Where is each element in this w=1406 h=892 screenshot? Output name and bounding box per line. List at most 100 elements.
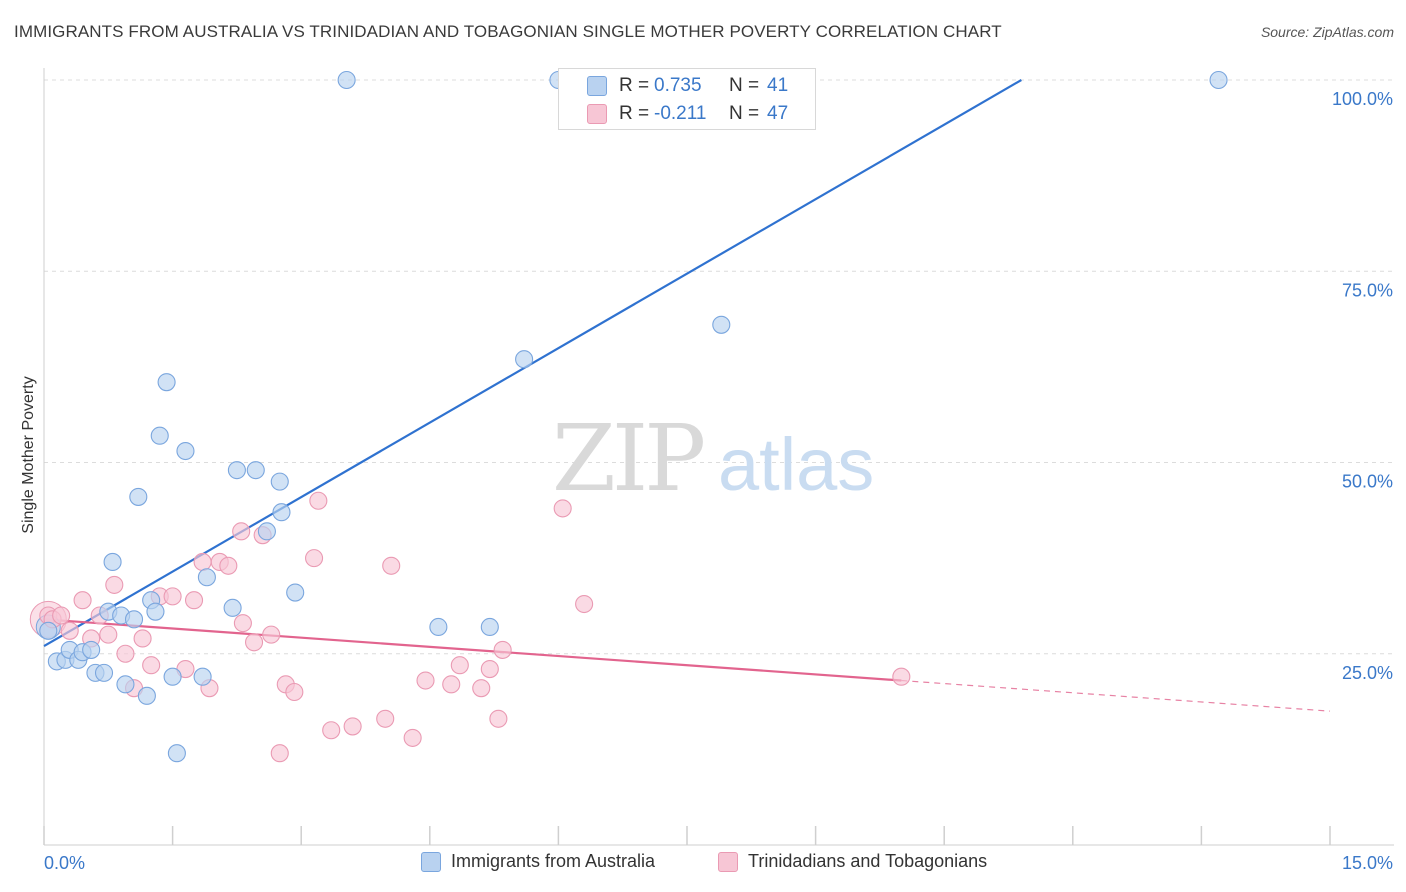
r-label: R = (619, 103, 650, 124)
watermark-atlas: atlas (718, 423, 874, 506)
data-point-pink (133, 629, 152, 648)
data-point-blue (480, 617, 499, 637)
data-point-pink (142, 656, 161, 675)
data-point-pink (73, 591, 92, 610)
data-point-blue (223, 598, 242, 617)
x-tick-label: 15.0% (1342, 853, 1393, 873)
data-point-blue (712, 315, 731, 334)
data-point-pink (575, 594, 594, 614)
data-point-blue (129, 487, 148, 506)
data-point-pink (416, 671, 435, 690)
data-point-pink (403, 728, 422, 747)
data-point-pink (489, 709, 508, 728)
data-point-blue (146, 602, 165, 621)
watermark: ZIP atlas (552, 405, 874, 512)
legend-item-australia[interactable]: Immigrants from Australia (421, 851, 655, 872)
data-point-pink (382, 556, 401, 575)
data-point-pink (60, 621, 79, 640)
correlation-legend: R = 0.735 N = 41 R = -0.211 N = 47 (558, 68, 816, 130)
data-point-pink (270, 744, 289, 763)
data-point-blue (193, 667, 212, 686)
y-tick-label: 75.0% (1342, 280, 1393, 300)
n-value: 47 (767, 103, 789, 124)
data-point-blue (124, 610, 144, 629)
data-point-blue (103, 552, 122, 572)
legend-label: Trinidadians and Tobagonians (748, 851, 988, 871)
data-point-pink (480, 659, 499, 679)
gridlines (44, 79, 1394, 655)
legend-row-australia: R = 0.735 N = 41 (559, 72, 815, 100)
data-point-pink (193, 552, 212, 572)
series-legend: Immigrants from Australia Trinidadians a… (0, 851, 1406, 879)
data-point-pink (285, 682, 304, 702)
data-point-pink (309, 491, 328, 510)
data-point-pink (244, 633, 264, 652)
source-credit: Source: ZipAtlas.com (1260, 24, 1394, 40)
axes (43, 68, 1394, 846)
data-point-pink (442, 675, 461, 694)
legend-swatch-blue (587, 76, 607, 96)
trend-line-trinidad (43, 618, 902, 682)
data-point-pink (184, 591, 204, 610)
y-tick-label: 50.0% (1342, 472, 1393, 492)
data-point-blue (272, 503, 291, 522)
x-tick-label: 0.0% (44, 853, 85, 873)
data-point-pink (472, 679, 491, 698)
data-point-pink (105, 575, 124, 594)
trend-line-australia (43, 79, 1022, 648)
trend-lines (43, 79, 1331, 712)
trend-line-trinidad-extension (901, 679, 1331, 712)
data-point-pink (322, 721, 341, 740)
legend-swatch-pink (718, 851, 738, 872)
legend-swatch-pink (587, 104, 607, 124)
n-label: N = (729, 75, 760, 96)
data-point-blue (246, 461, 265, 480)
data-point-blue (150, 426, 169, 445)
data-point-pink (343, 717, 362, 736)
data-point-pink (892, 667, 911, 686)
watermark-zip: ZIP (552, 405, 703, 512)
data-point-pink (163, 587, 182, 606)
legend-label: Immigrants from Australia (451, 851, 656, 871)
data-point-blue (227, 461, 246, 480)
data-point-pink (232, 522, 251, 541)
data-point-blue (197, 568, 216, 587)
data-point-blue (337, 70, 356, 90)
data-point-pink (376, 709, 395, 728)
data-point-blue (1209, 70, 1228, 90)
data-point-pink (233, 614, 252, 633)
y-tick-label: 100.0% (1332, 89, 1393, 109)
data-point-blue (116, 675, 135, 694)
chart-title: IMMIGRANTS FROM AUSTRALIA VS TRINIDADIAN… (14, 22, 1002, 41)
data-point-blue (515, 350, 534, 369)
n-value: 41 (767, 75, 789, 96)
data-point-blue (82, 640, 101, 659)
data-point-pink (553, 499, 572, 518)
data-point-blue (257, 522, 276, 541)
data-point-pink (52, 606, 71, 625)
r-label: R = (619, 75, 650, 96)
data-point-blue (429, 617, 448, 637)
data-point-blue (286, 583, 305, 602)
data-point-blue (163, 667, 182, 686)
data-point-blue (157, 373, 176, 392)
tick-labels: 25.0% 50.0% 75.0% 100.0% 0.0% 15.0% (44, 89, 1393, 873)
data-point-blue (137, 686, 156, 705)
data-point-blue (39, 621, 58, 640)
legend-item-trinidad[interactable]: Trinidadians and Tobagonians (718, 851, 987, 872)
data-point-pink (262, 625, 281, 644)
data-point-pink (493, 640, 512, 659)
data-point-blue (176, 441, 195, 461)
r-value: 0.735 (654, 75, 702, 96)
data-point-pink (99, 625, 118, 644)
data-point-blue (94, 663, 114, 682)
legend-row-trinidad: R = -0.211 N = 47 (559, 100, 815, 128)
data-point-blue (270, 472, 289, 491)
data-point-blue (167, 744, 186, 763)
y-tick-label: 25.0% (1342, 663, 1393, 683)
data-points (29, 70, 1228, 763)
r-value: -0.211 (654, 103, 707, 124)
data-point-pink (116, 644, 135, 663)
data-point-pink (219, 556, 238, 575)
